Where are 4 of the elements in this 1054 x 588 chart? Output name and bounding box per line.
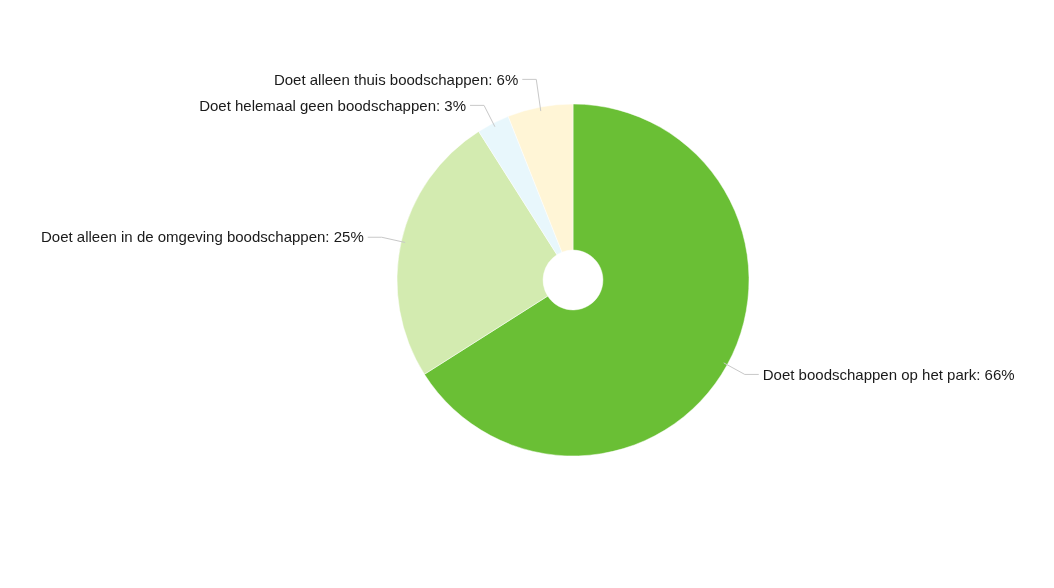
slice-label: Doet alleen in de omgeving boodschappen: 25%	[40, 228, 364, 246]
slice-label: Doet helemaal geen boodschappen: 3%	[199, 96, 467, 114]
slice-label: Doet alleen thuis boodschappen: 6%	[273, 70, 519, 88]
slice-label: Doet boodschappen op het park: 66%	[762, 365, 1015, 383]
